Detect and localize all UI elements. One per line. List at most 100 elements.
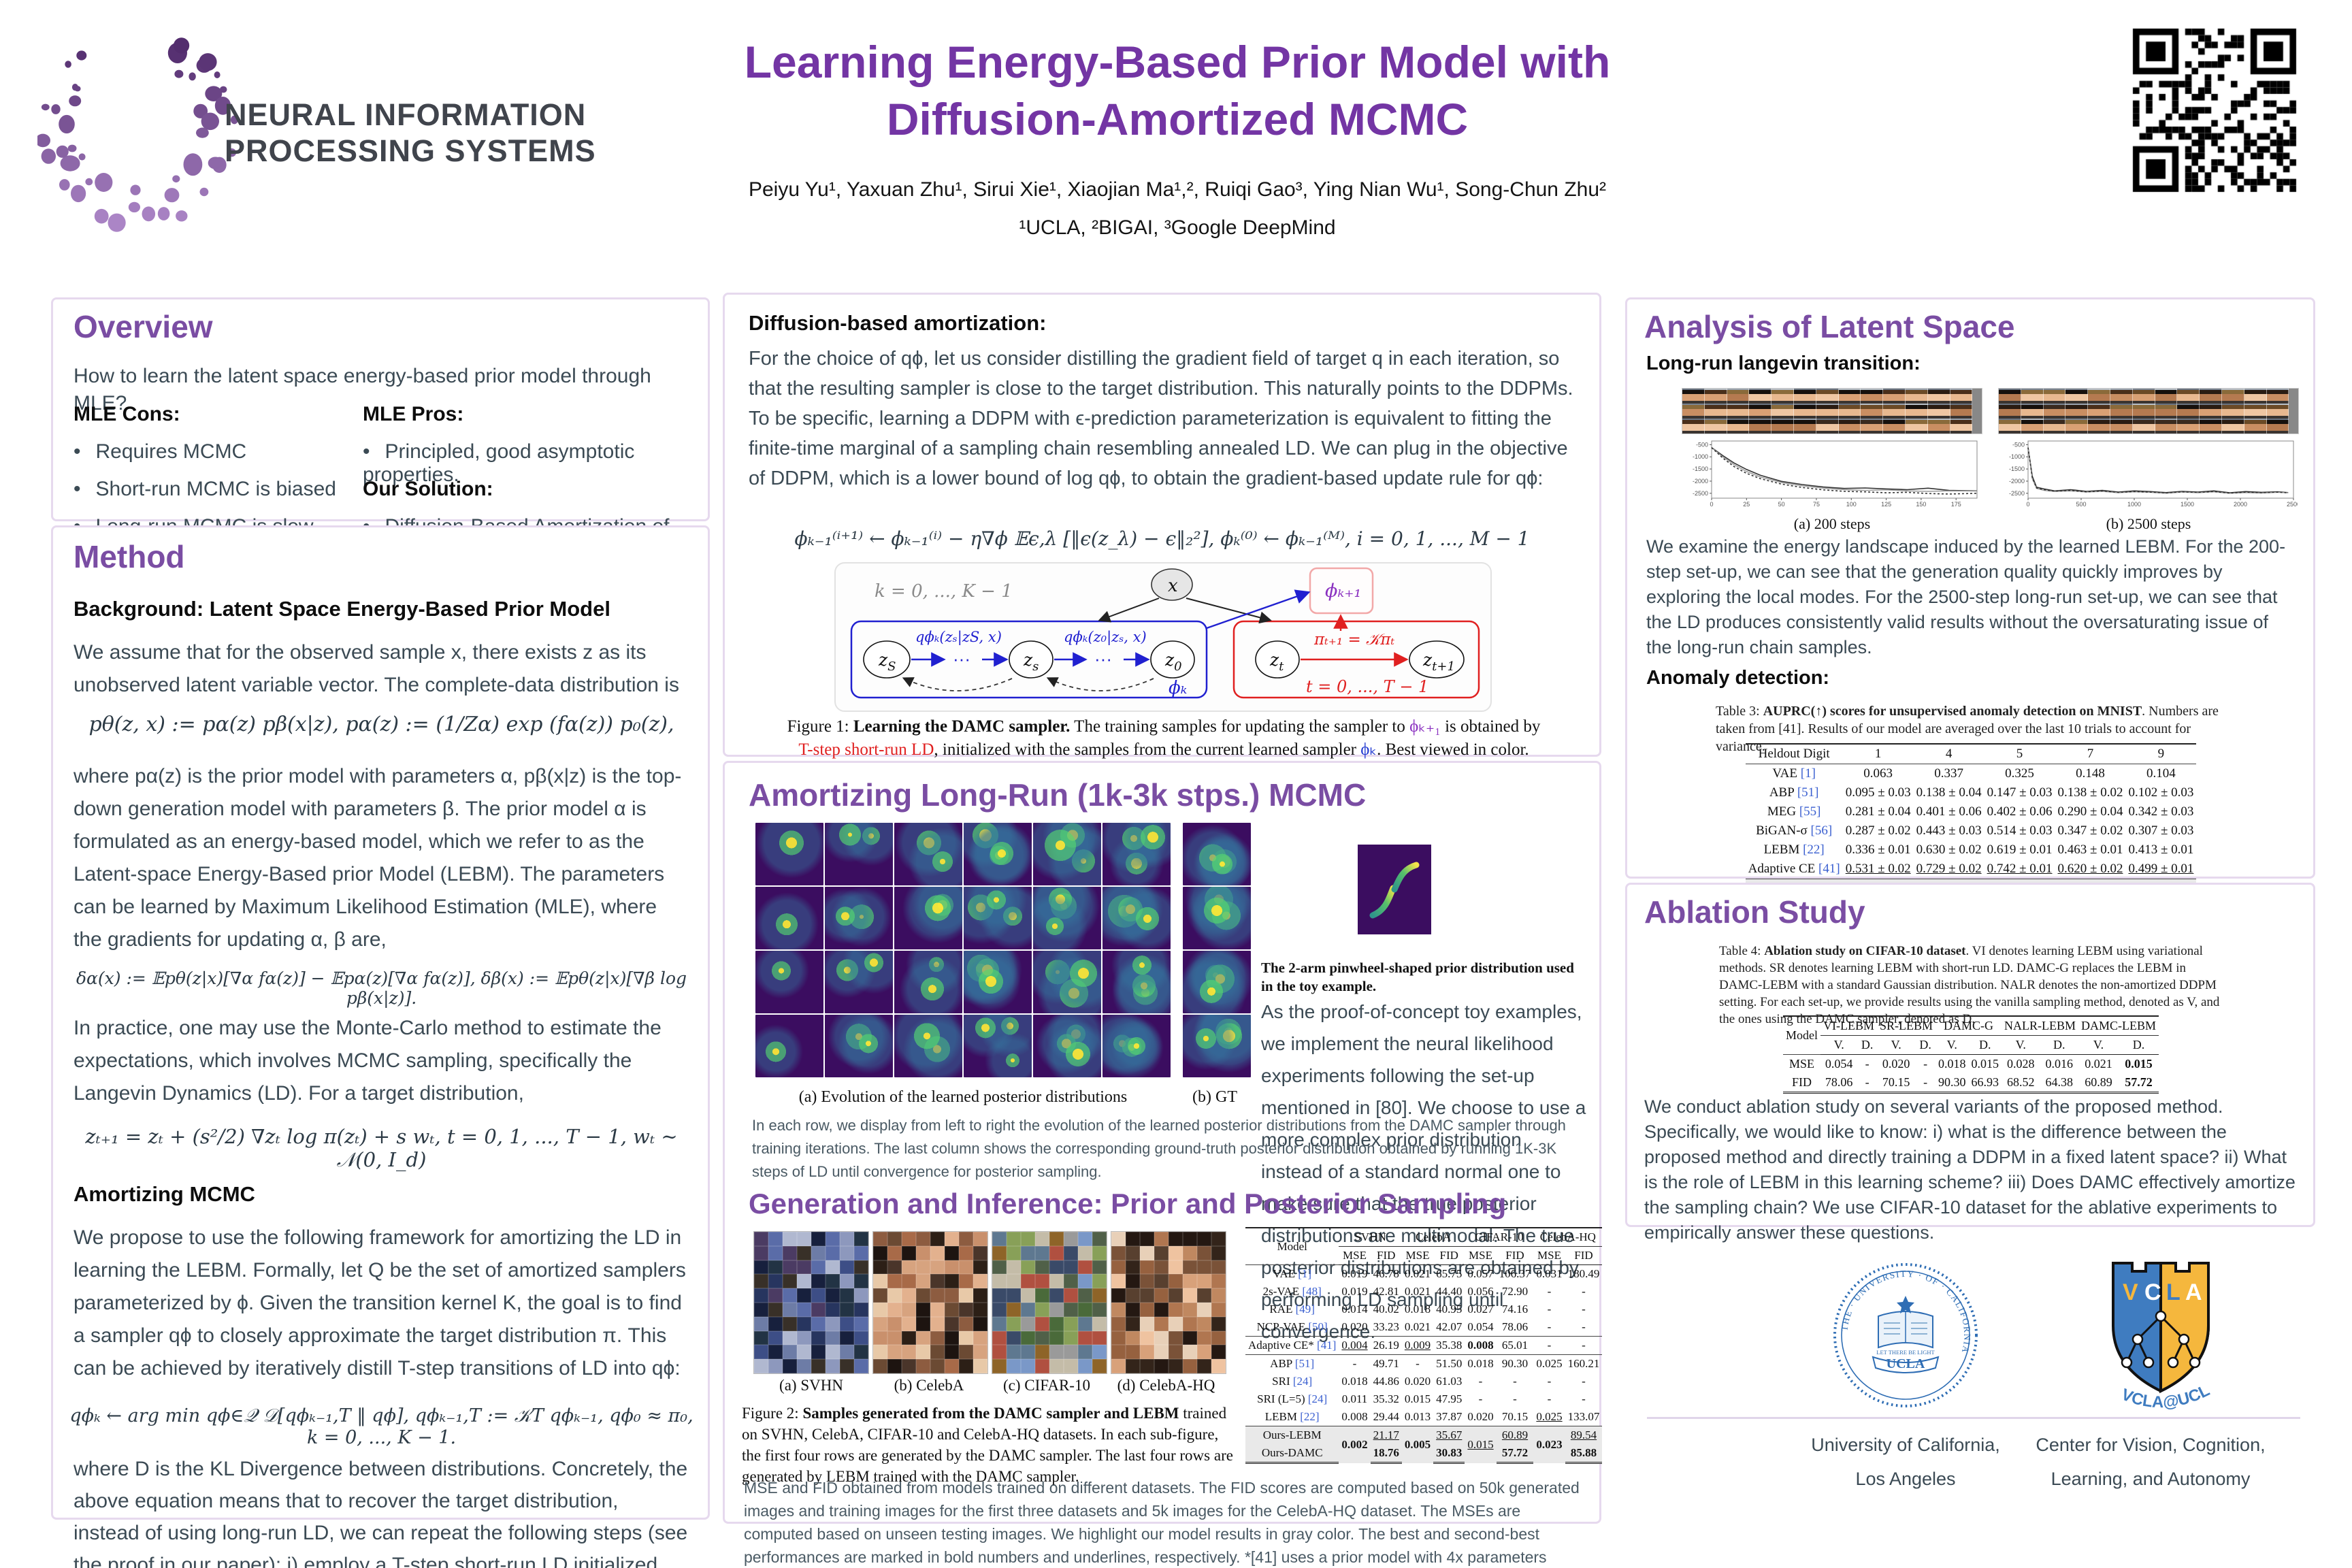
sample-image-cell xyxy=(754,1330,768,1345)
table-header-cell: FID xyxy=(1433,1246,1465,1265)
generation-results-table: Model SVHN CelebA CIFAR-10 CelebA-HQ MSE FID MS… xyxy=(1245,1227,1603,1464)
list-item: • Short-run MCMC is biased xyxy=(74,478,336,500)
table-header-cell: D. xyxy=(1968,1035,2002,1055)
table-header-cell: CelebA-HQ xyxy=(1533,1227,1603,1247)
sample-image-cell xyxy=(1092,1302,1107,1317)
generation-note: MSE and FID obtained from models trained… xyxy=(744,1479,1580,1566)
face-sample-tile xyxy=(1704,389,1727,404)
sample-image-cell xyxy=(973,1330,987,1345)
table-cell: 26.19 xyxy=(1370,1336,1402,1355)
posterior-evolution-grid xyxy=(755,823,1252,1079)
face-sample-tile xyxy=(1950,389,1973,404)
sample-image-cell xyxy=(1169,1302,1183,1317)
table-cell: 0.531 ± 0.02 xyxy=(1845,862,1911,876)
sample-image-cell xyxy=(783,1245,797,1260)
logo-dot xyxy=(214,97,231,115)
sample-image-cell xyxy=(768,1359,783,1373)
seal-motto-text: LET THERE BE LIGHT xyxy=(1876,1349,1935,1356)
vcla-letter-l: L xyxy=(2166,1279,2180,1305)
table-header-cell: 1 xyxy=(1842,743,1914,764)
sample-image-cell xyxy=(1021,1330,1035,1345)
sample-image-cell xyxy=(959,1316,973,1331)
heatmap-row xyxy=(755,887,1252,949)
table-header-cell: Model xyxy=(1245,1227,1339,1265)
evolution-note: In each row, we display from left to rig… xyxy=(752,1117,1566,1180)
method-paragraph-5: where D is the KL Divergence between dis… xyxy=(74,1458,688,1568)
figure1-ld-box xyxy=(1232,620,1480,699)
table-cell: NCP-VAE [50] xyxy=(1256,1320,1328,1333)
sample-image-cell xyxy=(811,1330,826,1345)
table-cell: - xyxy=(1513,1392,1517,1405)
sample-image-cell xyxy=(1169,1274,1183,1289)
table-cell: SRI [24] xyxy=(1272,1375,1313,1388)
our-solution-title: Our Solution: xyxy=(363,478,493,500)
figure1-x-label: x xyxy=(1168,576,1178,596)
table-cell: 0.104 xyxy=(2125,764,2197,783)
sample-image-cell xyxy=(754,1232,768,1246)
method-paragraph-1: We assume that for the observed sample x… xyxy=(74,641,679,696)
logo-dot xyxy=(69,95,82,107)
sample-image-cell xyxy=(916,1245,930,1260)
sample-image-cell xyxy=(1007,1288,1021,1303)
table-cell: - xyxy=(1582,1285,1586,1298)
sample-image-cell xyxy=(1111,1288,1126,1303)
table-cell: 0.102 ± 0.03 xyxy=(2128,785,2194,800)
face-sample-tile xyxy=(2200,404,2222,419)
sample-image-cell xyxy=(1092,1260,1107,1275)
sample-image-cell xyxy=(783,1260,797,1275)
table-cell: 0.630 ± 0.02 xyxy=(1916,843,1982,857)
sample-image-cell xyxy=(973,1288,987,1303)
sample-image-cell xyxy=(1211,1245,1226,1260)
table-cell: 0.063 xyxy=(1842,764,1914,783)
table-row: Model VI-LEBM SR-LEBM DAMC-G NALR-LEBM DAMC-L… xyxy=(1782,1015,2159,1055)
sample-image-cell xyxy=(1126,1274,1140,1289)
sample-image-cell xyxy=(1126,1345,1140,1360)
sample-image-cell xyxy=(826,1288,840,1303)
x-tick-label: 1500 xyxy=(2180,501,2194,508)
posterior-heatmap-tile xyxy=(755,887,823,949)
face-sample-tile xyxy=(1905,419,1928,434)
sample-image-cell xyxy=(887,1260,902,1275)
table-cell: 133.07 xyxy=(1567,1410,1600,1423)
face-sample-tile xyxy=(1816,419,1839,434)
sample-image-cell xyxy=(1140,1345,1154,1360)
sample-image-cell xyxy=(1007,1316,1021,1331)
y-tick-label: -1000 xyxy=(1693,453,1708,460)
face-sample-tile xyxy=(1704,419,1727,434)
face-sample-tile xyxy=(2088,419,2110,434)
face-sample-tile xyxy=(1883,419,1906,434)
face-sample-tile xyxy=(1727,389,1750,404)
sample-image-cell xyxy=(797,1260,811,1275)
sample-image-cell xyxy=(992,1359,1007,1373)
figure1-k-label: k = 0, ..., K − 1 xyxy=(875,581,1013,602)
vcla-letter-v: V xyxy=(2123,1279,2138,1305)
table-cell: 0.443 ± 0.03 xyxy=(1916,823,1982,838)
sample-image-cell xyxy=(945,1302,959,1317)
sample-image-cell xyxy=(1126,1288,1140,1303)
sample-image-cell xyxy=(1035,1274,1049,1289)
sample-image-cell xyxy=(1126,1302,1140,1317)
figure1-zt1-node xyxy=(1409,640,1465,679)
face-sample-tile xyxy=(1838,389,1861,404)
table-header-cell: V. xyxy=(1820,1035,1858,1055)
logo-dot xyxy=(199,187,209,197)
figure1-damc-diagram: k = 0, ..., K − 1 x ϕₖ₊₁ zS zs z0 qϕₖ(zₛ… xyxy=(834,562,1492,712)
table-cell: 47.95 xyxy=(1436,1392,1463,1405)
posterior-heatmap-tile xyxy=(825,823,893,885)
method-paragraph-4: We propose to use the following framewor… xyxy=(74,1226,686,1379)
sample-image-cell xyxy=(1183,1274,1197,1289)
sample-image-cell xyxy=(992,1232,1007,1246)
pinwheel-caption: The 2-arm pinwheel-shaped prior distribu… xyxy=(1261,960,1574,994)
table-header-cell: CelebA xyxy=(1401,1227,1465,1247)
logo-dot xyxy=(142,206,156,222)
sample-image-cell xyxy=(1021,1288,1035,1303)
table-cell: LEBM [22] xyxy=(1763,843,1825,857)
sample-image-cell xyxy=(811,1232,826,1246)
table-cell: 0.514 ± 0.03 xyxy=(1987,823,2053,838)
sample-image-cell xyxy=(1197,1316,1211,1331)
logo-dot xyxy=(94,208,109,224)
sample-image-cell xyxy=(1183,1232,1197,1246)
figure1-zt1-label: zt+1 xyxy=(1422,650,1455,674)
table-cell: 72.90 xyxy=(1501,1285,1529,1298)
vcla-letter-a: A xyxy=(2185,1279,2202,1305)
